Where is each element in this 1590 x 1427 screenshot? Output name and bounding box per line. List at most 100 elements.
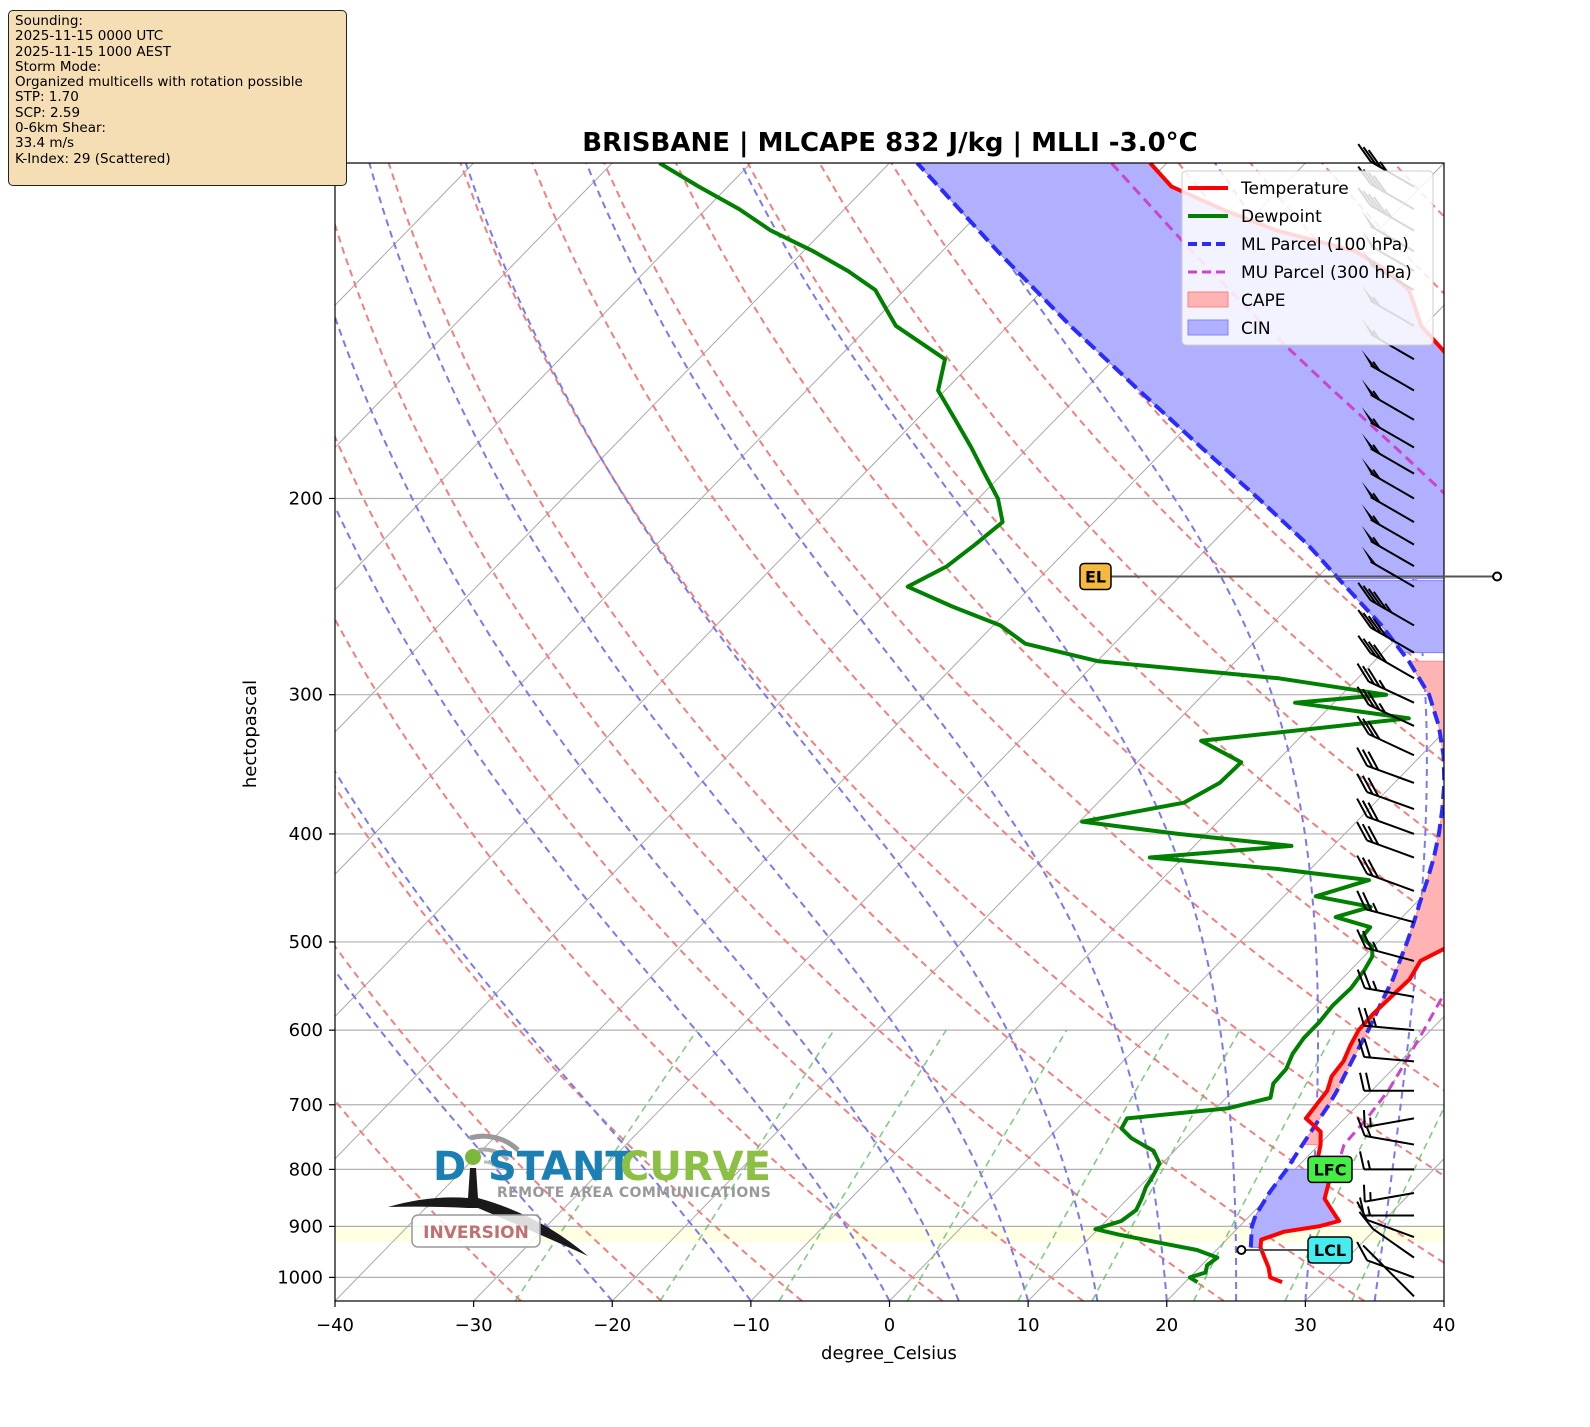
legend-entry-cin: CIN <box>1241 319 1271 339</box>
wind-barb-half <box>1372 492 1381 503</box>
wind-barb-full <box>1363 1007 1372 1027</box>
info-line-shear: 33.4 m/s <box>15 135 75 152</box>
info-line-k-index: K-Index: 29 (Scattered) <box>15 150 171 167</box>
wind-barb-pennant <box>1361 433 1378 453</box>
wind-barb-half <box>1372 515 1381 526</box>
wind-barb-full <box>1359 1072 1365 1091</box>
info-line-stp: STP: 1.70 <box>15 89 79 106</box>
wind-barb-full <box>1362 1184 1366 1202</box>
wind-barb-pennant <box>1361 457 1378 478</box>
wind-barb-shaft <box>1366 1259 1415 1279</box>
annotation-label-lfc: LFC <box>1314 1160 1347 1179</box>
isotherm-line <box>611 446 1444 1301</box>
wind-barb <box>1361 349 1415 392</box>
mixing-ratio-line <box>1351 1106 1444 1301</box>
x-tick-label: 20 <box>1155 1315 1178 1336</box>
wind-barb <box>1356 929 1415 962</box>
legend-entry-dewpoint: Dewpoint <box>1241 207 1322 227</box>
x-tick-label: 40 <box>1433 1315 1456 1336</box>
moist-adiabat-line <box>335 504 891 1301</box>
logo-brand-right: CURVE <box>620 1144 771 1190</box>
series-line-ml-parcel-hpa <box>915 163 1444 1248</box>
wind-barb-pennant <box>1361 481 1378 502</box>
cin-area-mid <box>1339 580 1444 654</box>
legend-swatch-cin <box>1187 319 1229 336</box>
annotation-box-lfc <box>1307 1155 1353 1184</box>
wind-barb-full <box>1367 859 1380 879</box>
moist-adiabat-line <box>943 163 1319 1301</box>
wind-barb-full <box>1356 929 1367 949</box>
info-line-utc: 2025-11-15 0000 UTC <box>15 28 164 45</box>
moist-adiabat-line <box>335 769 752 1301</box>
wind-barb-full <box>1362 688 1375 708</box>
wind-barb-full <box>1356 715 1370 735</box>
wind-barb-shaft <box>1372 1228 1415 1259</box>
mixing-ratio-line <box>1017 1029 1172 1301</box>
mixing-ratio-line <box>778 1029 947 1301</box>
sounding-info-box: Sounding: 2025-11-15 0000 UTC 2025-11-15… <box>8 10 347 186</box>
legend-swatch-cape <box>1187 291 1229 308</box>
wind-barb <box>1361 379 1415 421</box>
wind-barb-full <box>1357 582 1372 602</box>
wind-barb-full <box>1359 1151 1365 1170</box>
series-line-mu-parcel-hpa <box>1110 163 1444 1170</box>
wind-barb-full <box>1362 612 1377 632</box>
wind-barb-full <box>1356 821 1368 841</box>
y-tick-label: 700 <box>289 1095 323 1116</box>
wind-barb <box>1362 1110 1415 1129</box>
y-tick-label: 400 <box>289 824 323 845</box>
wind-barb-shaft <box>1368 733 1415 757</box>
legend-entry-cape: CAPE <box>1241 291 1286 311</box>
moist-adiabat-line <box>1214 163 1428 1301</box>
wind-barb-full <box>1361 749 1374 769</box>
wind-barb-full <box>1367 149 1382 169</box>
isotherm-line <box>889 731 1444 1301</box>
mixing-ratio-line <box>659 1029 835 1301</box>
info-line-storm-mode-label: Storm Mode: <box>15 58 102 75</box>
legend-entry-ml-parcel: ML Parcel (100 hPa) <box>1241 235 1409 255</box>
wind-barb-half <box>1378 702 1386 713</box>
annotation-marker-el <box>1492 571 1503 582</box>
wind-barb-shaft <box>1370 560 1415 588</box>
dry-adiabat-line <box>335 434 1084 1301</box>
wind-barb <box>1357 609 1415 654</box>
wind-barb <box>1357 1038 1415 1063</box>
logo-brand-mid: STANT <box>488 1144 633 1190</box>
y-tick-label: 300 <box>289 685 323 706</box>
wind-barb-shaft <box>1364 1134 1415 1146</box>
wind-barb-half <box>1372 390 1381 401</box>
wind-barb-half <box>1372 469 1381 480</box>
isotherm-line <box>1583 163 1590 1301</box>
wind-barb-half <box>1372 361 1381 372</box>
wind-barb-shaft <box>1366 764 1415 784</box>
wind-barb-full <box>1362 891 1373 912</box>
isotherm-line <box>335 163 890 733</box>
wind-barb-full <box>1356 798 1368 818</box>
x-axis-label: degree_Celsius <box>821 1343 957 1364</box>
series-line-temperature <box>1148 163 1444 1285</box>
wind-barb-full <box>1362 970 1372 990</box>
wind-barb <box>1356 747 1415 784</box>
info-line-scp: SCP: 2.59 <box>15 104 81 121</box>
info-line-aest: 2025-11-15 1000 AEST <box>15 43 171 60</box>
wind-barb-half <box>1379 161 1388 172</box>
wind-barb <box>1356 686 1415 727</box>
wind-barb-pennant <box>1361 349 1378 370</box>
inversion-badge <box>411 1214 541 1248</box>
wind-barb <box>1357 635 1415 680</box>
wind-barb-full <box>1356 663 1370 683</box>
mixing-ratio-line <box>514 1029 698 1301</box>
wind-barb-full <box>1362 585 1377 605</box>
wind-barb-full <box>1362 665 1375 685</box>
wind-barb-shaft <box>1364 1056 1415 1063</box>
wind-barb-pennant <box>1361 546 1378 566</box>
wind-barb-half <box>1372 902 1379 913</box>
wind-barb-full <box>1356 747 1368 767</box>
wind-barb-full <box>1356 1117 1366 1137</box>
wind-barb-full <box>1367 777 1380 797</box>
wind-barb-half <box>1372 444 1381 455</box>
wind-barb-half <box>1367 1206 1371 1216</box>
wind-barb-half <box>1384 603 1393 614</box>
moist-adiabat-line <box>368 163 1030 1301</box>
